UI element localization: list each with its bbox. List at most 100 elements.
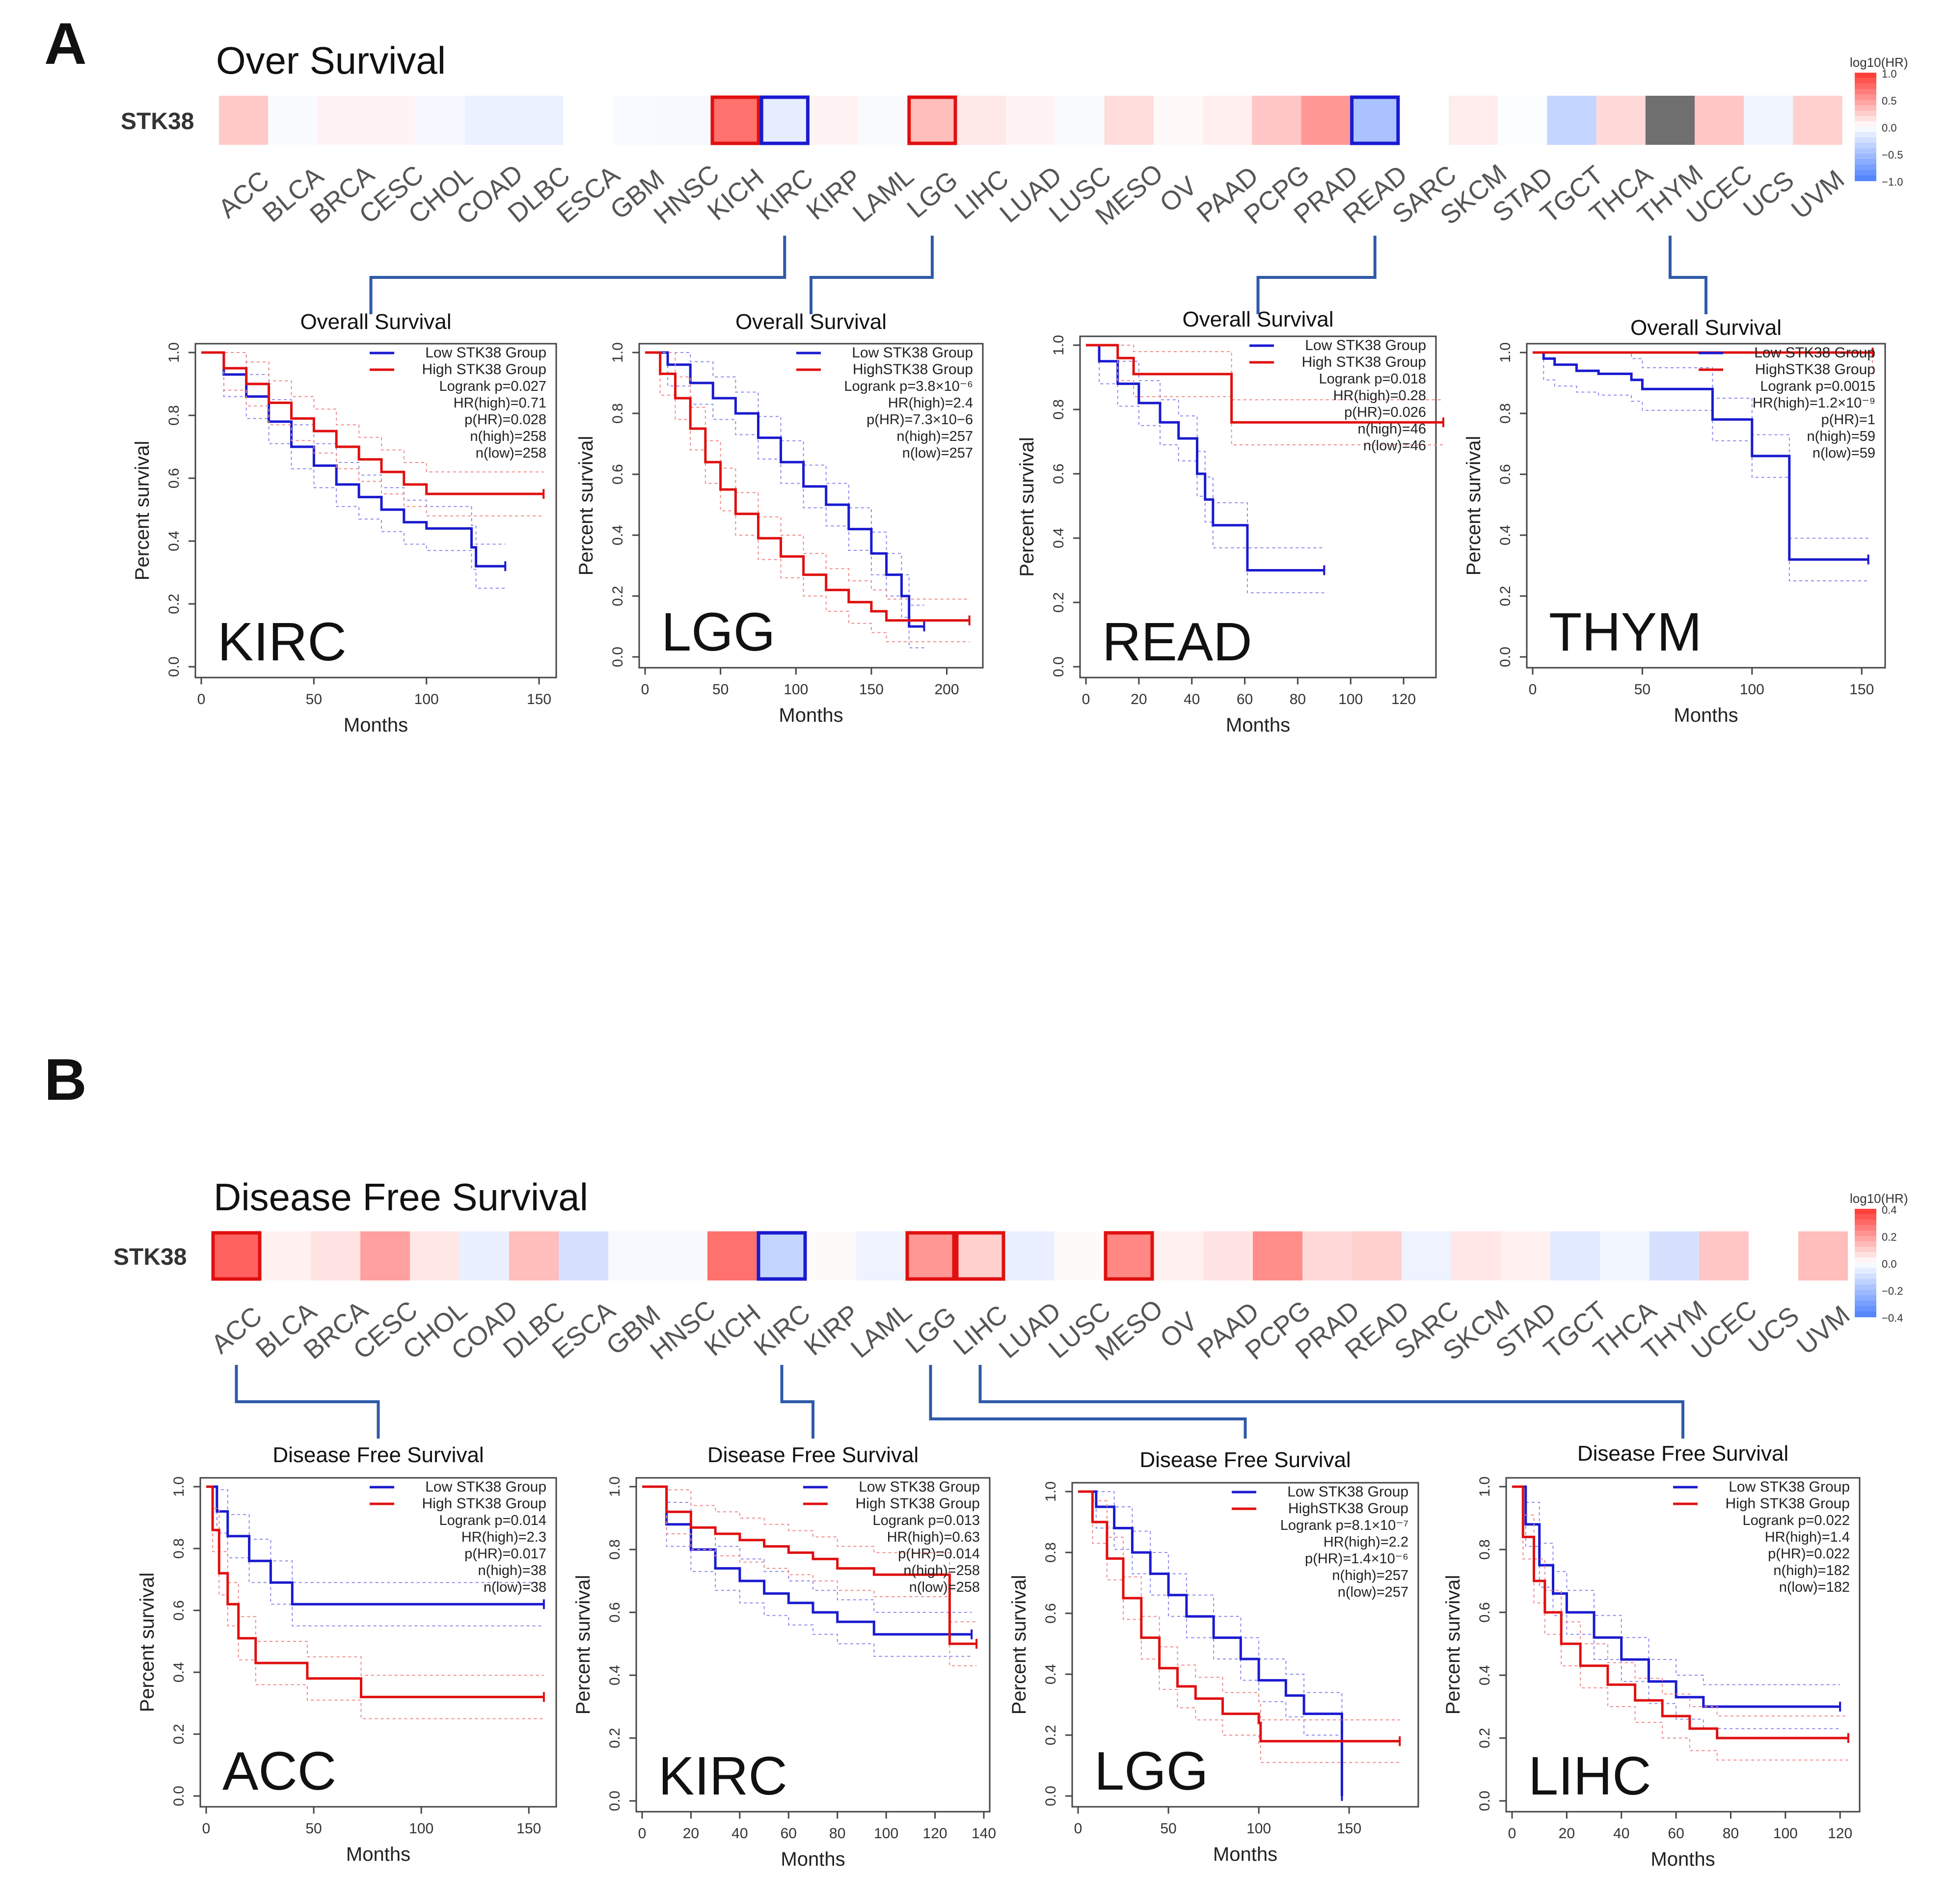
heatmap-cell [1104,1231,1154,1280]
cancer-big-label: THYM [1549,602,1702,662]
x-tick-label: 60 [781,1825,797,1842]
heatmap-cell [1793,96,1842,145]
heatmap-cell [1550,1231,1600,1280]
x-tick-label: 100 [874,1825,898,1842]
stat-label: n(low)=258 [476,445,546,461]
cancer-big-label: KIRC [658,1746,787,1806]
stat-label: n(high)=46 [1358,421,1426,437]
survival-curve-high [1078,1490,1400,1742]
significance-box [907,95,957,145]
colorbar-step [1855,148,1876,154]
y-tick-label: 0.4 [166,531,182,551]
x-tick-label: 20 [683,1825,699,1842]
survival-curve-low [201,351,506,568]
y-tick-label: 0.2 [1051,592,1067,613]
stat-label: n(high)=182 [1773,1563,1850,1578]
heatmap-cell [711,96,760,145]
y-tick-label: 0.6 [166,468,182,489]
callout-line [929,1365,1247,1439]
x-tick-label: 80 [1290,691,1306,707]
heatmap-cell [460,1231,509,1280]
x-tick-label: 120 [1391,691,1416,707]
colorbar-step [1855,116,1876,122]
colorbar-tick: 1.0 [1882,68,1897,80]
x-tick-label: 0 [638,1825,647,1842]
heatmap-cell [906,1231,955,1280]
stat-label: HR(high)=0.28 [1333,388,1426,404]
survival-curve-high [1086,344,1443,424]
stat-label: Logrank p=8.1×10⁻⁷ [1280,1518,1408,1533]
y-tick-label: 0.2 [166,594,182,614]
x-tick-label: 50 [1160,1821,1176,1837]
y-tick-label: 0.8 [607,1539,623,1560]
heatmap-cell [807,1231,856,1280]
ci-lower-low [206,1486,544,1627]
heatmap-title: Disease Free Survival [214,1175,588,1219]
x-tick-label: 20 [1559,1825,1575,1842]
legend-label: High STK38 Group [1726,1496,1850,1512]
legend-label: Low STK38 Group [852,345,973,361]
legend-label: Low STK38 Group [425,345,546,361]
stat-label: n(high)=257 [896,429,973,444]
panel-letter-a: A [44,11,87,77]
colorbar-step [1855,1241,1876,1247]
heatmap-row-label: STK38 [121,109,194,135]
stat-label: n(low)=257 [1338,1584,1408,1600]
heatmap-cell [261,1231,311,1280]
colorbar-step [1855,164,1876,170]
cancer-big-label: LIHC [1528,1746,1651,1806]
legend-label: Low STK38 Group [1305,337,1426,354]
heatmap-cell [707,1231,757,1280]
stat-label: n(low)=59 [1813,445,1875,461]
callout-line [235,1365,380,1439]
heatmap-cell [658,1231,707,1280]
colorbar-tick: −0.5 [1882,149,1903,161]
heatmap-cell [612,96,662,145]
y-tick-label: 0.4 [607,1665,623,1686]
colorbar-step [1855,83,1876,89]
legend-label: High STK38 Group [856,1496,980,1512]
stat-label: HR(high)=0.63 [887,1529,980,1545]
heatmap-cell [809,96,859,145]
heatmap-cell [1498,96,1547,145]
heatmap-cell [1154,1231,1203,1280]
plot-title: Disease Free Survival [707,1443,919,1467]
colorbar-step [1855,170,1876,176]
colorbar-step [1855,1284,1876,1290]
colorbar-tick: 0.5 [1882,95,1897,107]
heatmap-cell [1203,96,1252,145]
ci-lower-low [1086,345,1325,594]
x-tick-label: 100 [1246,1821,1271,1837]
significance-box [211,1231,262,1281]
x-tick-label: 80 [829,1825,845,1842]
heatmap-cell [465,96,514,145]
plot-frame [199,1477,557,1808]
legend-label: Low STK38 Group [1287,1484,1408,1500]
x-tick-label: 50 [712,681,729,698]
plot-frame [638,343,984,669]
plot-title: Disease Free Survival [272,1443,484,1467]
plot-frame [194,343,557,679]
x-tick-label: 50 [305,1821,322,1837]
colorbar-step [1855,1279,1876,1285]
stat-label: Logrank p=0.022 [1743,1513,1850,1528]
colorbar-step [1855,1301,1876,1306]
callout-line [780,1365,814,1439]
cancer-big-label: KIRC [217,612,347,672]
heatmap-cell [608,1231,658,1280]
x-tick-label: 100 [1740,681,1764,698]
colorbar-tick: −0.4 [1882,1312,1903,1324]
legend-label: HighSTK38 Group [1288,1500,1408,1517]
x-axis-label: Months [1213,1844,1277,1865]
stat-label: Logrank p=3.8×10⁻⁶ [844,379,973,394]
y-tick-label: 1.0 [1477,1476,1493,1497]
colorbar-step [1855,1295,1876,1301]
y-tick-label: 0.8 [1051,399,1067,420]
stat-label: p(HR)=1.4×10⁻⁶ [1305,1551,1408,1567]
heatmap-cell [1749,1231,1798,1280]
stat-label: HR(high)=0.71 [454,395,546,411]
ci-upper-low [1086,345,1325,548]
heatmap-cell [219,96,269,145]
y-tick-label: 0.2 [1043,1725,1059,1745]
colorbar-step [1855,127,1876,133]
